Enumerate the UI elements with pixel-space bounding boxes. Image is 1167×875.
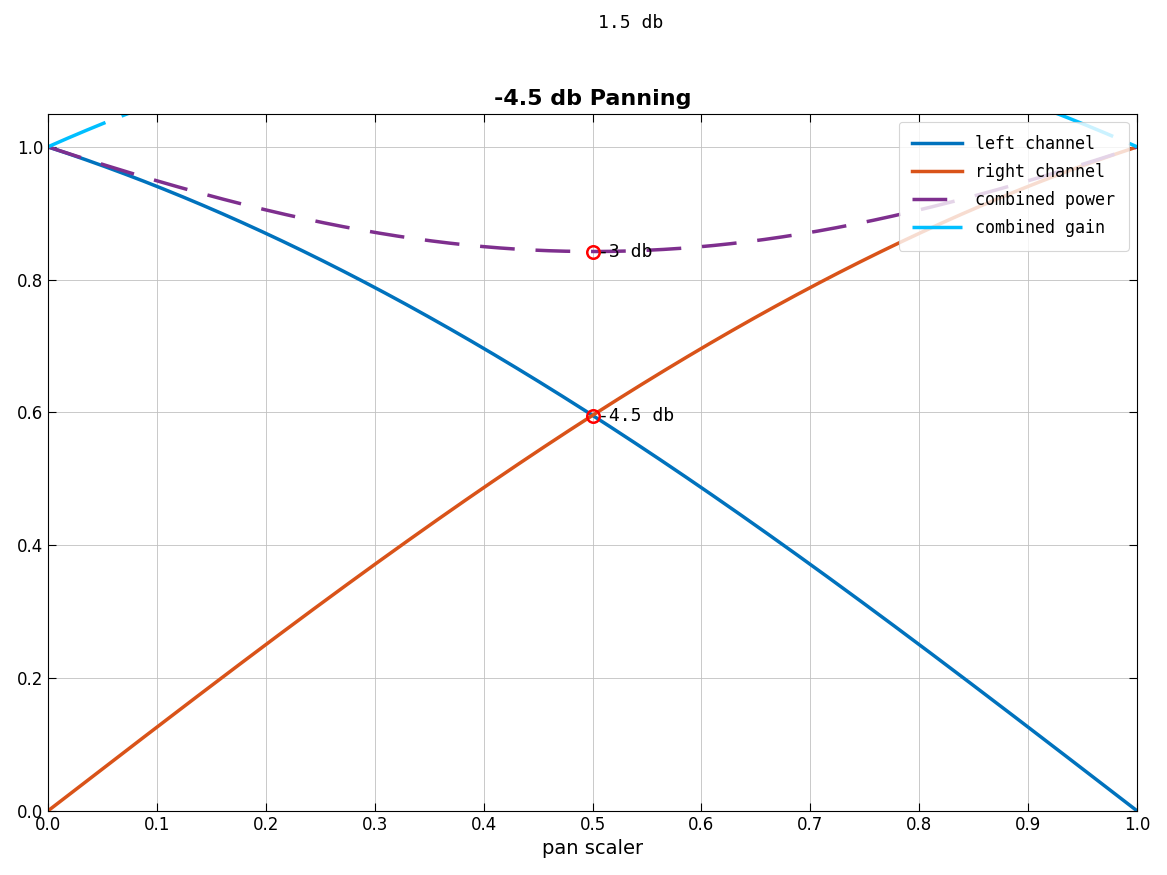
- combined power: [586, 246, 600, 256]
- right channel: [1130, 142, 1144, 152]
- left channel: [1098, 780, 1112, 791]
- left channel: [1130, 806, 1144, 816]
- Line: combined gain: combined gain: [48, 20, 1137, 147]
- Line: right channel: right channel: [48, 147, 1137, 811]
- combined power: [899, 207, 913, 218]
- Legend: left channel, right channel, combined power, combined gain: left channel, right channel, combined po…: [899, 122, 1128, 250]
- combined gain: [899, 58, 913, 68]
- left channel: [1098, 781, 1112, 792]
- X-axis label: pan scaler: pan scaler: [541, 839, 643, 858]
- right channel: [41, 806, 55, 816]
- Text: -4.5 db: -4.5 db: [598, 407, 675, 425]
- right channel: [571, 420, 585, 430]
- left channel: [899, 629, 913, 640]
- left channel: [541, 382, 555, 393]
- right channel: [97, 763, 111, 774]
- left channel: [41, 142, 55, 152]
- combined gain: [1099, 128, 1113, 138]
- Text: -3 db: -3 db: [598, 243, 652, 261]
- combined power: [97, 159, 111, 170]
- combined power: [541, 246, 555, 256]
- right channel: [1098, 152, 1112, 163]
- combined power: [41, 142, 55, 152]
- combined power: [1130, 142, 1144, 152]
- combined gain: [41, 142, 55, 152]
- combined gain: [571, 15, 585, 25]
- combined power: [1099, 151, 1113, 162]
- Line: left channel: left channel: [48, 147, 1137, 811]
- left channel: [97, 161, 111, 172]
- combined gain: [585, 15, 599, 25]
- combined gain: [1130, 142, 1144, 152]
- combined gain: [1098, 128, 1112, 138]
- combined gain: [541, 16, 555, 26]
- right channel: [541, 438, 555, 449]
- right channel: [899, 234, 913, 245]
- combined power: [1098, 152, 1112, 163]
- Title: -4.5 db Panning: -4.5 db Panning: [494, 89, 691, 109]
- Line: combined power: combined power: [48, 147, 1137, 251]
- combined power: [571, 246, 585, 256]
- left channel: [571, 401, 585, 411]
- Text: 1.5 db: 1.5 db: [598, 14, 663, 31]
- combined gain: [97, 118, 111, 129]
- right channel: [1098, 152, 1112, 163]
